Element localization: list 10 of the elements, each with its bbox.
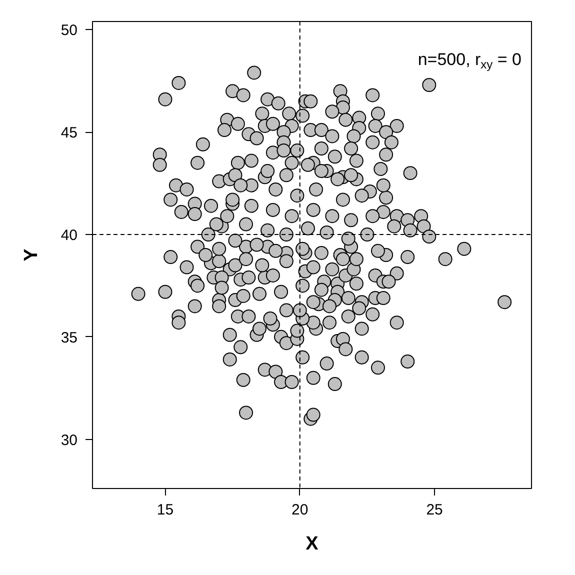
y-tick-label: 30 <box>60 432 78 449</box>
y-tick-label: 45 <box>60 124 78 142</box>
x-tick-label: 25 <box>426 502 443 518</box>
y-tick-label: 50 <box>60 22 78 40</box>
y-tick-label: 35 <box>60 329 78 346</box>
y-axis-title: Y <box>20 248 42 262</box>
x-tick-label: 20 <box>292 502 308 518</box>
x-tick-label: 15 <box>156 502 174 518</box>
y-tick-label: 40 <box>60 227 78 244</box>
x-axis-title: X <box>306 534 319 554</box>
